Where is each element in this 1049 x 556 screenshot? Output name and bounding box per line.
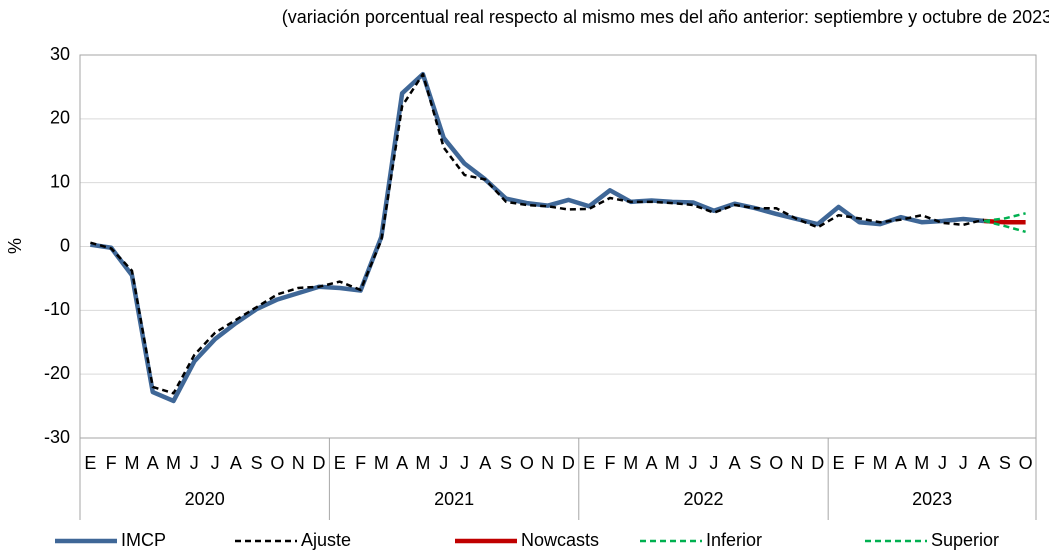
legend-label: Nowcasts <box>521 530 599 550</box>
x-tick-label: F <box>355 453 366 473</box>
x-tick-label: N <box>791 453 804 473</box>
x-tick-label: A <box>479 453 491 473</box>
x-tick-label: F <box>854 453 865 473</box>
x-tick-label: A <box>646 453 658 473</box>
group-label: 2022 <box>683 489 723 509</box>
legend-label: IMCP <box>121 530 166 550</box>
x-tick-label: J <box>460 453 469 473</box>
x-tick-label: J <box>959 453 968 473</box>
x-tick-label: A <box>396 453 408 473</box>
x-tick-label: M <box>166 453 181 473</box>
series-line <box>983 218 1026 225</box>
legend-label: Ajuste <box>301 530 351 550</box>
x-tick-label: M <box>415 453 430 473</box>
x-tick-label: A <box>147 453 159 473</box>
group-label: 2021 <box>434 489 474 509</box>
x-tick-label: D <box>562 453 575 473</box>
x-tick-label: J <box>190 453 199 473</box>
x-tick-label: M <box>124 453 139 473</box>
x-tick-label: A <box>978 453 990 473</box>
x-tick-label: S <box>749 453 761 473</box>
x-tick-label: M <box>374 453 389 473</box>
x-tick-label: E <box>833 453 845 473</box>
series-line <box>90 71 985 404</box>
x-tick-label: J <box>439 453 448 473</box>
y-tick-label: 10 <box>50 171 70 191</box>
x-tick-label: A <box>895 453 907 473</box>
series-line <box>983 212 1026 223</box>
y-tick-label: -20 <box>44 363 70 383</box>
x-tick-label: E <box>334 453 346 473</box>
y-tick-label: -10 <box>44 299 70 319</box>
x-tick-label: M <box>623 453 638 473</box>
x-tick-label: J <box>689 453 698 473</box>
x-tick-label: S <box>999 453 1011 473</box>
series-line <box>983 219 1026 234</box>
y-tick-label: 0 <box>60 235 70 255</box>
x-tick-label: O <box>1019 453 1033 473</box>
x-tick-label: E <box>583 453 595 473</box>
x-tick-label: F <box>604 453 615 473</box>
x-tick-label: M <box>873 453 888 473</box>
x-tick-label: S <box>500 453 512 473</box>
x-tick-label: O <box>520 453 534 473</box>
chart-subtitle: (variación porcentual real respecto al m… <box>282 7 1049 27</box>
y-tick-label: 30 <box>50 44 70 64</box>
series-line <box>90 72 985 395</box>
y-tick-label: 20 <box>50 108 70 128</box>
y-tick-label: -30 <box>44 427 70 447</box>
group-label: 2023 <box>912 489 952 509</box>
x-tick-label: J <box>938 453 947 473</box>
x-tick-label: J <box>211 453 220 473</box>
x-tick-label: F <box>106 453 117 473</box>
x-tick-label: E <box>84 453 96 473</box>
x-tick-label: S <box>251 453 263 473</box>
x-tick-label: O <box>769 453 783 473</box>
x-tick-label: A <box>230 453 242 473</box>
plot-border <box>79 54 1037 439</box>
legend-label: Superior <box>931 530 999 550</box>
x-tick-label: D <box>811 453 824 473</box>
x-tick-label: D <box>313 453 326 473</box>
x-tick-label: A <box>729 453 741 473</box>
x-tick-label: M <box>914 453 929 473</box>
x-tick-label: N <box>541 453 554 473</box>
x-tick-label: J <box>709 453 718 473</box>
y-axis-label: % <box>5 238 25 254</box>
x-tick-label: N <box>292 453 305 473</box>
legend-label: Inferior <box>706 530 762 550</box>
group-label: 2020 <box>185 489 225 509</box>
x-tick-label: O <box>270 453 284 473</box>
x-tick-label: M <box>665 453 680 473</box>
